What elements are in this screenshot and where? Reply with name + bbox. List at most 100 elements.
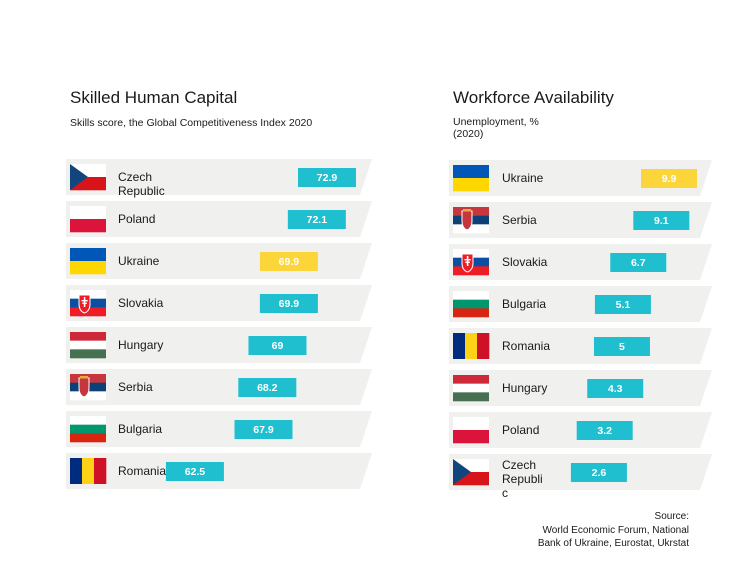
bar [594, 295, 651, 314]
row-background [66, 327, 372, 363]
value-label: 69.9 [279, 256, 300, 268]
flag-ukraine-icon [70, 248, 106, 275]
skills-subtitle: Skills score, the Global Competitiveness… [70, 117, 313, 129]
chart-0-row: Hungary 69 [66, 327, 372, 363]
value-label: 9.1 [654, 215, 669, 227]
bar [165, 462, 224, 481]
bar [248, 336, 307, 355]
row-background [66, 411, 372, 447]
chart-0-row: Poland 72.1 [66, 201, 372, 237]
bar [641, 169, 697, 188]
flag-poland-icon [453, 417, 489, 444]
bar [238, 378, 297, 397]
bar [587, 379, 644, 398]
category-label: Serbia [502, 213, 537, 227]
flag-bulgaria-icon [453, 291, 489, 318]
value-label: 68.2 [257, 382, 278, 394]
workforce-title: Workforce Availability [453, 88, 614, 107]
bar [259, 252, 318, 271]
category-label: Ukraine [502, 171, 544, 185]
value-label: 5.1 [616, 299, 631, 311]
chart-1-row: Czech Republi c 2.6 [449, 454, 712, 500]
value-label: 9.9 [662, 173, 677, 185]
row-background [66, 369, 372, 405]
category-label: Serbia [118, 380, 153, 394]
category-label: Slovakia [502, 255, 548, 269]
category-label: Bulgaria [502, 297, 546, 311]
bar [576, 421, 633, 440]
category-label: Poland [502, 423, 539, 437]
category-label: Ukraine [118, 254, 160, 268]
value-label: 69.9 [279, 298, 300, 310]
chart-1-bars: Ukraine 9.9 Serbia 9.1 Slovakia 6.7 Bulgaria 5.… [449, 160, 712, 500]
flag-poland-icon [70, 206, 106, 233]
flag-serbia-icon [70, 374, 106, 401]
source-line-1: World Economic Forum, National [542, 524, 689, 536]
chart-1-row: Hungary 4.3 [449, 370, 712, 406]
flag-slovakia-icon [70, 290, 106, 317]
category-label: Hungary [118, 338, 163, 352]
chart-1-row: Ukraine 9.9 [449, 160, 712, 196]
workforce-subtitle-line2: (2020) [453, 128, 484, 140]
category-label: Slovakia [118, 296, 164, 310]
value-label: 6.7 [631, 257, 646, 269]
category-label: Romania [118, 464, 166, 478]
flag-serbia-icon [453, 207, 489, 234]
value-label: 3.2 [597, 425, 612, 437]
bar [593, 337, 650, 356]
value-label: 5 [619, 341, 625, 353]
chart-1-row: Poland 3.2 [449, 412, 712, 448]
flag-hungary-icon [453, 375, 489, 402]
workforce-subtitle: Unemployment, % (2020) [453, 116, 539, 140]
row-background [66, 159, 372, 195]
chart-0-row: Slovakia 69.9 [66, 285, 372, 321]
category-label: Poland [118, 212, 155, 226]
chart-1-row: Slovakia 6.7 [449, 244, 712, 280]
chart-0-row: Ukraine 69.9 [66, 243, 372, 279]
flag-czech-icon [453, 459, 489, 486]
chart-1-row: Romania 5 [449, 328, 712, 364]
flag-romania-icon [70, 458, 107, 484]
bar [610, 253, 667, 272]
workforce-subtitle-line1: Unemployment, % [453, 116, 539, 128]
row-background [66, 243, 372, 279]
flag-romania-icon [453, 333, 490, 359]
category-label: Hungary [502, 381, 547, 395]
value-label: 67.9 [253, 424, 274, 436]
source-label: Source: [654, 511, 689, 522]
flag-ukraine-icon [453, 165, 489, 192]
flag-hungary-icon [70, 332, 106, 359]
row-background [66, 285, 372, 321]
bar [259, 294, 318, 313]
value-label: 2.6 [592, 467, 607, 479]
chart-0-row: Bulgaria 67.9 [66, 411, 372, 447]
value-label: 4.3 [608, 383, 623, 395]
source-note: Source: World Economic Forum, National B… [538, 510, 689, 551]
value-label: 72.9 [317, 172, 338, 184]
value-label: 72.1 [307, 214, 328, 226]
row-background [449, 370, 712, 406]
chart-0-row: Serbia 68.2 [66, 369, 372, 405]
bar [234, 420, 293, 439]
value-label: 69 [272, 340, 284, 352]
flag-slovakia-icon [453, 249, 489, 276]
value-label: 62.5 [185, 466, 206, 478]
category-label: Romania [502, 339, 550, 353]
source-line-2: Bank of Ukraine, Eurostat, Ukrstat [537, 538, 689, 549]
category-label: Bulgaria [118, 422, 162, 436]
chart-1-row: Serbia 9.1 [449, 202, 712, 238]
bar [287, 210, 346, 229]
flag-czech-icon [70, 164, 106, 191]
bar [570, 463, 627, 482]
chart-0-row: Czech Republic 72.9 [66, 159, 372, 198]
bar [633, 211, 690, 230]
bar [298, 168, 356, 187]
flag-bulgaria-icon [70, 416, 106, 443]
chart-0-row: Romania 62.5 [66, 453, 372, 489]
chart-1-row: Bulgaria 5.1 [449, 286, 712, 322]
skills-title: Skilled Human Capital [70, 88, 238, 107]
